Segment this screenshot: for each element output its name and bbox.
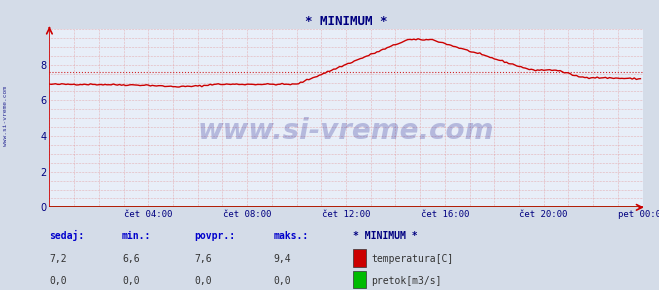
Text: 0,0: 0,0 — [273, 276, 291, 286]
Text: pretok[m3/s]: pretok[m3/s] — [371, 276, 442, 286]
Text: 0,0: 0,0 — [194, 276, 212, 286]
Text: sedaj:: sedaj: — [49, 230, 84, 241]
Text: temperatura[C]: temperatura[C] — [371, 254, 453, 264]
Text: 7,2: 7,2 — [49, 254, 67, 264]
Text: povpr.:: povpr.: — [194, 231, 235, 241]
Text: min.:: min.: — [122, 231, 152, 241]
Text: 6,6: 6,6 — [122, 254, 140, 264]
Text: 0,0: 0,0 — [122, 276, 140, 286]
Text: 7,6: 7,6 — [194, 254, 212, 264]
Text: www.si-vreme.com: www.si-vreme.com — [3, 86, 9, 146]
Text: 9,4: 9,4 — [273, 254, 291, 264]
Text: maks.:: maks.: — [273, 231, 308, 241]
Text: 0,0: 0,0 — [49, 276, 67, 286]
Text: www.si-vreme.com: www.si-vreme.com — [198, 117, 494, 145]
Title: * MINIMUM *: * MINIMUM * — [304, 15, 387, 28]
Text: * MINIMUM *: * MINIMUM * — [353, 231, 417, 241]
